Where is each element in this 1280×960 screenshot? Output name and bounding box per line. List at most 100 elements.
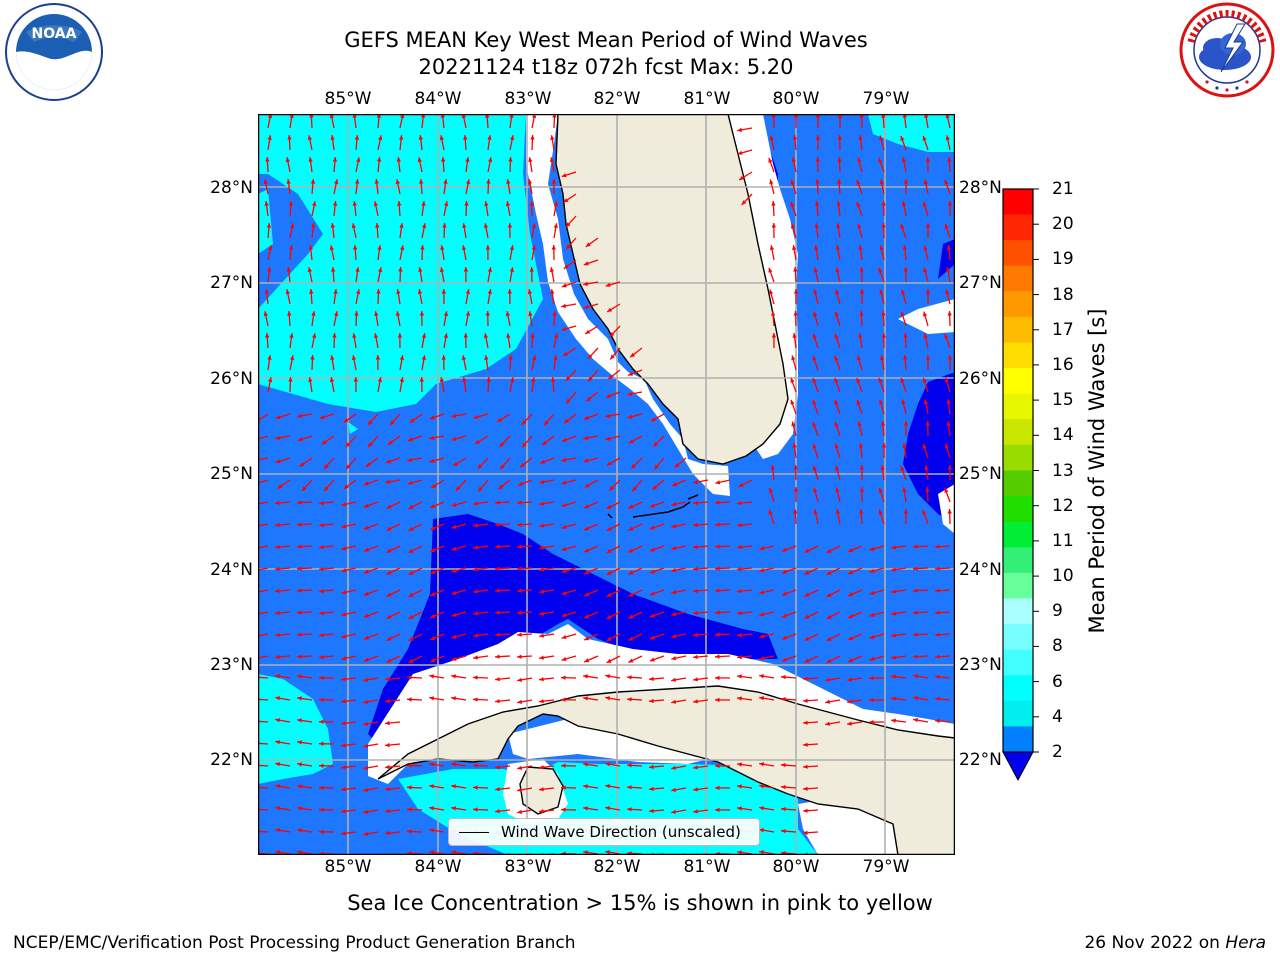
lat-tick-right: 24°N (959, 560, 1002, 580)
wind-arrow-head (922, 509, 927, 515)
wind-arrow-head (464, 201, 469, 206)
wind-arrow-head (923, 311, 928, 317)
wind-arrow-head (451, 590, 457, 595)
wind-arrow-head (539, 655, 544, 660)
footer-date: 26 Nov 2022 on (1084, 933, 1220, 953)
wind-arrow-head (583, 850, 588, 855)
wind-arrow-head (815, 201, 820, 206)
wind-arrow-head (837, 179, 842, 184)
wind-arrow-head (341, 677, 346, 682)
wind-arrow-head (858, 245, 863, 250)
wind-arrow-head (297, 718, 302, 723)
wind-arrow-head (737, 127, 742, 132)
wind-arrow-head (407, 675, 412, 680)
wind-arrow-head (297, 674, 302, 679)
wind-arrow-head (495, 588, 500, 593)
wind-arrow-head (815, 179, 820, 184)
wind-arrow-head (913, 610, 918, 615)
wind-arrow-head (408, 504, 414, 509)
wind-arrow (258, 786, 269, 789)
wind-arrow-head (812, 399, 817, 405)
wind-arrow-head (397, 201, 402, 206)
wind-arrow-head (649, 503, 655, 508)
wind-arrow-head (859, 487, 865, 492)
wind-arrow-head (465, 157, 470, 162)
wind-arrow-head (441, 289, 447, 294)
wind-arrow-head (334, 311, 339, 317)
wind-arrow-head (287, 135, 292, 140)
wind-arrow-head (856, 201, 861, 207)
wind-arrow-head (835, 245, 840, 251)
legend-line-sample (459, 832, 489, 833)
lat-tick-right: 26°N (959, 369, 1002, 389)
wind-arrow-head (429, 762, 434, 767)
wind-arrow-head (275, 500, 280, 506)
wind-arrow-head (290, 355, 295, 361)
wind-arrow-head (407, 480, 413, 485)
wind-arrow-head (363, 765, 368, 770)
wind-arrow-head (606, 504, 612, 509)
wind-arrow-head (486, 179, 491, 184)
wind-arrow-head (649, 764, 654, 770)
wind-arrow-head (770, 465, 775, 470)
wind-arrow-head (396, 289, 401, 294)
wind-arrow-head (561, 697, 566, 702)
wind-arrow-head (442, 223, 447, 228)
wind-arrow-head (473, 675, 478, 680)
wind-arrow-head (759, 762, 764, 767)
wind-arrow-head (771, 311, 776, 316)
wind-arrow-head (715, 480, 721, 485)
wind-arrow-head (408, 658, 414, 663)
wind-arrow-head (947, 311, 952, 316)
colorbar-swatch (1003, 649, 1033, 676)
wind-arrow-head (935, 566, 940, 571)
wind-arrow-head (385, 808, 390, 814)
wind-arrow-head (627, 807, 632, 812)
wind-arrow-head (565, 222, 571, 228)
colorbar-tick-label: 6 (1052, 671, 1063, 692)
wind-arrow-head (608, 374, 614, 380)
wind-arrow-head (881, 333, 886, 338)
wind-arrow-head (475, 439, 481, 444)
wind-arrow-head (453, 461, 459, 466)
wind-arrow-head (532, 355, 537, 361)
wind-arrow-head (847, 699, 852, 704)
wind-arrow-head (385, 459, 391, 464)
wind-arrow-head (367, 420, 373, 426)
wind-arrow-head (288, 377, 293, 382)
wind-arrow-head (791, 157, 796, 163)
wind-arrow-head (550, 377, 556, 382)
wind-arrow-head (495, 677, 500, 682)
wind-arrow-head (552, 114, 557, 118)
wind-arrow-head (465, 311, 470, 316)
wind-arrow-head (859, 267, 864, 272)
wind-arrow-head (297, 413, 302, 418)
wind-arrow-head (487, 289, 492, 294)
wind-arrow-head (463, 135, 468, 140)
wind-arrow-head (781, 613, 787, 618)
footer-branch: NCEP/EMC/Verification Post Processing Pr… (13, 933, 576, 953)
wind-arrow-head (793, 311, 798, 316)
wind-arrow-head (297, 762, 302, 767)
wind-arrow-head (903, 509, 909, 514)
wind-arrow-head (473, 545, 478, 550)
wind-arrow-head (803, 720, 808, 725)
wind-arrow-head (835, 487, 840, 493)
wind-arrow-head (693, 500, 698, 506)
wind-arrow-head (311, 311, 316, 316)
wind-arrow-head (606, 548, 612, 553)
wind-arrow-head (544, 420, 549, 426)
wind-arrow-head (923, 399, 929, 405)
wind-arrow-head (923, 267, 928, 273)
wind-arrow-head (715, 785, 720, 791)
wind-arrow-head (518, 481, 523, 486)
wind-arrow-head (363, 591, 369, 596)
nws-logo (1179, 2, 1275, 98)
wind-arrow-head (451, 502, 457, 507)
wind-arrow-head (834, 333, 839, 339)
wind-arrow-head (319, 654, 324, 660)
wind-arrow-head (290, 223, 295, 229)
wind-arrow-head (913, 632, 918, 637)
wind-arrow-head (769, 289, 774, 295)
wind-arrow-head (419, 311, 425, 316)
